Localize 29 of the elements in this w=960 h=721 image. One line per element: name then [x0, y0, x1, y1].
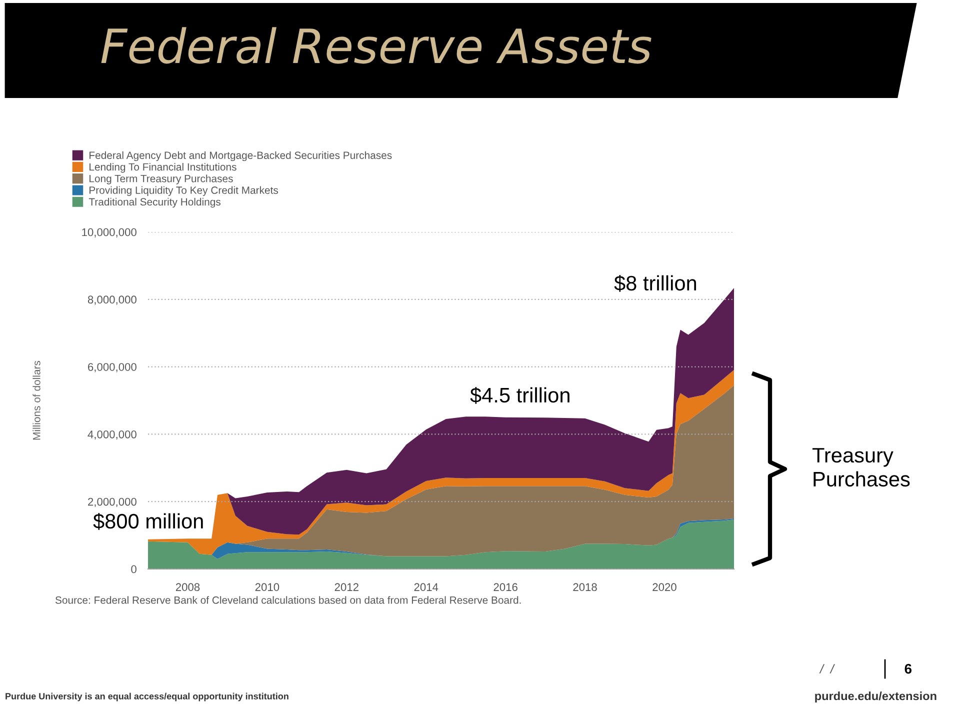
- legend-label: Providing Liquidity To Key Credit Markets: [90, 186, 278, 196]
- x-tick-label: 2012: [334, 583, 358, 592]
- legend-label: Federal Agency Debt and Mortgage-Backed Securities Purchases: [90, 151, 392, 162]
- x-tick-label: 2016: [494, 583, 518, 592]
- source-note: Source: Federal Reserve Bank of Cleveland calculations based on data from Federal Reserve Board.: [55, 596, 521, 604]
- x-tick-label: 2014: [414, 583, 438, 592]
- y-axis-title: Millions of dollars: [32, 360, 40, 440]
- y-tick-label: 2,000,000: [88, 498, 136, 508]
- legend-label: Long Term Treasury Purchases: [90, 174, 233, 184]
- annotation: $8 trillion: [614, 274, 696, 292]
- x-tick-label: 2018: [573, 583, 597, 592]
- text: purdue.edu/extension: [815, 691, 936, 703]
- x-tick-label: 2020: [652, 583, 676, 592]
- text: Purdue University is an equal access/equal opportunity institution: [6, 692, 288, 702]
- x-tick-label: 2008: [176, 583, 200, 592]
- chart-title: Federal Reserve Assets: [101, 27, 652, 64]
- annotation: $800 million: [93, 512, 203, 530]
- y-tick-label: 0: [131, 565, 136, 574]
- legend-label: Lending To Financial Institutions: [90, 162, 236, 173]
- text: 6: [904, 664, 912, 674]
- y-tick-label: 6,000,000: [88, 363, 136, 372]
- annotation: $4.5 trillion: [470, 386, 570, 404]
- legend-label: Traditional Security Holdings: [88, 198, 220, 208]
- y-tick-label: 10,000,000: [82, 228, 136, 238]
- text: Treasury Purchases: [812, 448, 910, 487]
- y-tick-label: 4,000,000: [88, 430, 136, 440]
- text: / /: [819, 664, 835, 674]
- y-tick-label: 8,000,000: [88, 296, 136, 305]
- x-tick-label: 2010: [255, 583, 280, 592]
